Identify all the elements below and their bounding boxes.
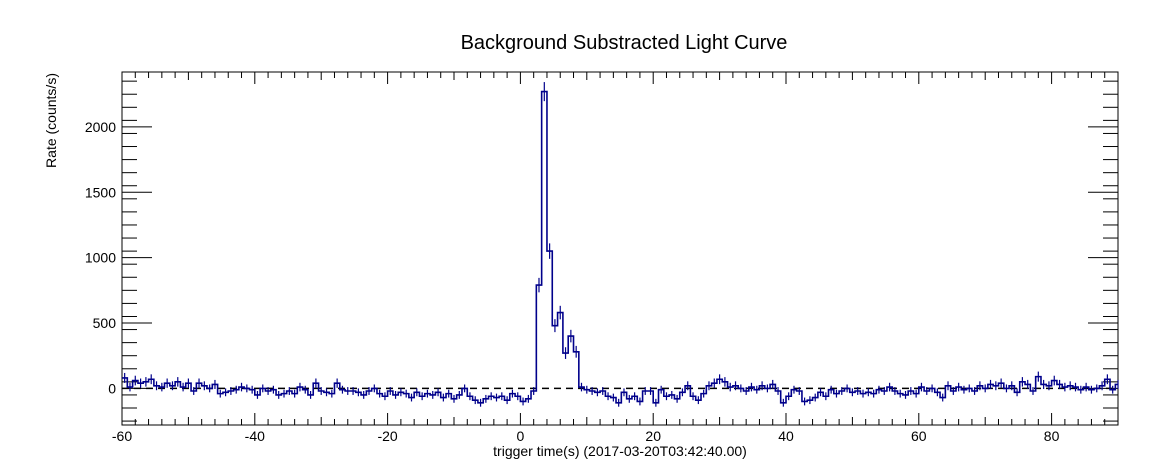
- x-axis-label: trigger time(s) (2017-03-20T03:42:40.00): [493, 443, 747, 459]
- y-axis-label: Rate (counts/s): [43, 73, 59, 168]
- x-tick-label: 80: [1044, 428, 1060, 444]
- light-curve-series: [122, 90, 1118, 404]
- plot-frame: [121, 71, 1119, 426]
- minor-ticks: [122, 72, 1119, 425]
- y-tick-label: 1000: [85, 250, 116, 266]
- x-tick-label: 40: [778, 428, 794, 444]
- y-axis-ticks: 0 500 1000 1500 2000: [85, 119, 1118, 396]
- x-tick-label: -20: [377, 428, 397, 444]
- y-tick-label: 500: [93, 315, 117, 331]
- x-tick-label: -60: [112, 428, 132, 444]
- error-bars: [124, 82, 1119, 407]
- chart-title: Background Substracted Light Curve: [461, 32, 788, 54]
- x-tick-label: 0: [517, 428, 525, 444]
- x-axis-ticks: -60 -40 -20 0 20 40 60 80: [112, 72, 1060, 444]
- y-tick-label: 0: [108, 380, 116, 396]
- y-tick-label: 2000: [85, 119, 116, 135]
- x-tick-label: -40: [245, 428, 265, 444]
- x-tick-label: 20: [645, 428, 661, 444]
- y-tick-label: 1500: [85, 184, 116, 200]
- x-tick-label: 60: [911, 428, 927, 444]
